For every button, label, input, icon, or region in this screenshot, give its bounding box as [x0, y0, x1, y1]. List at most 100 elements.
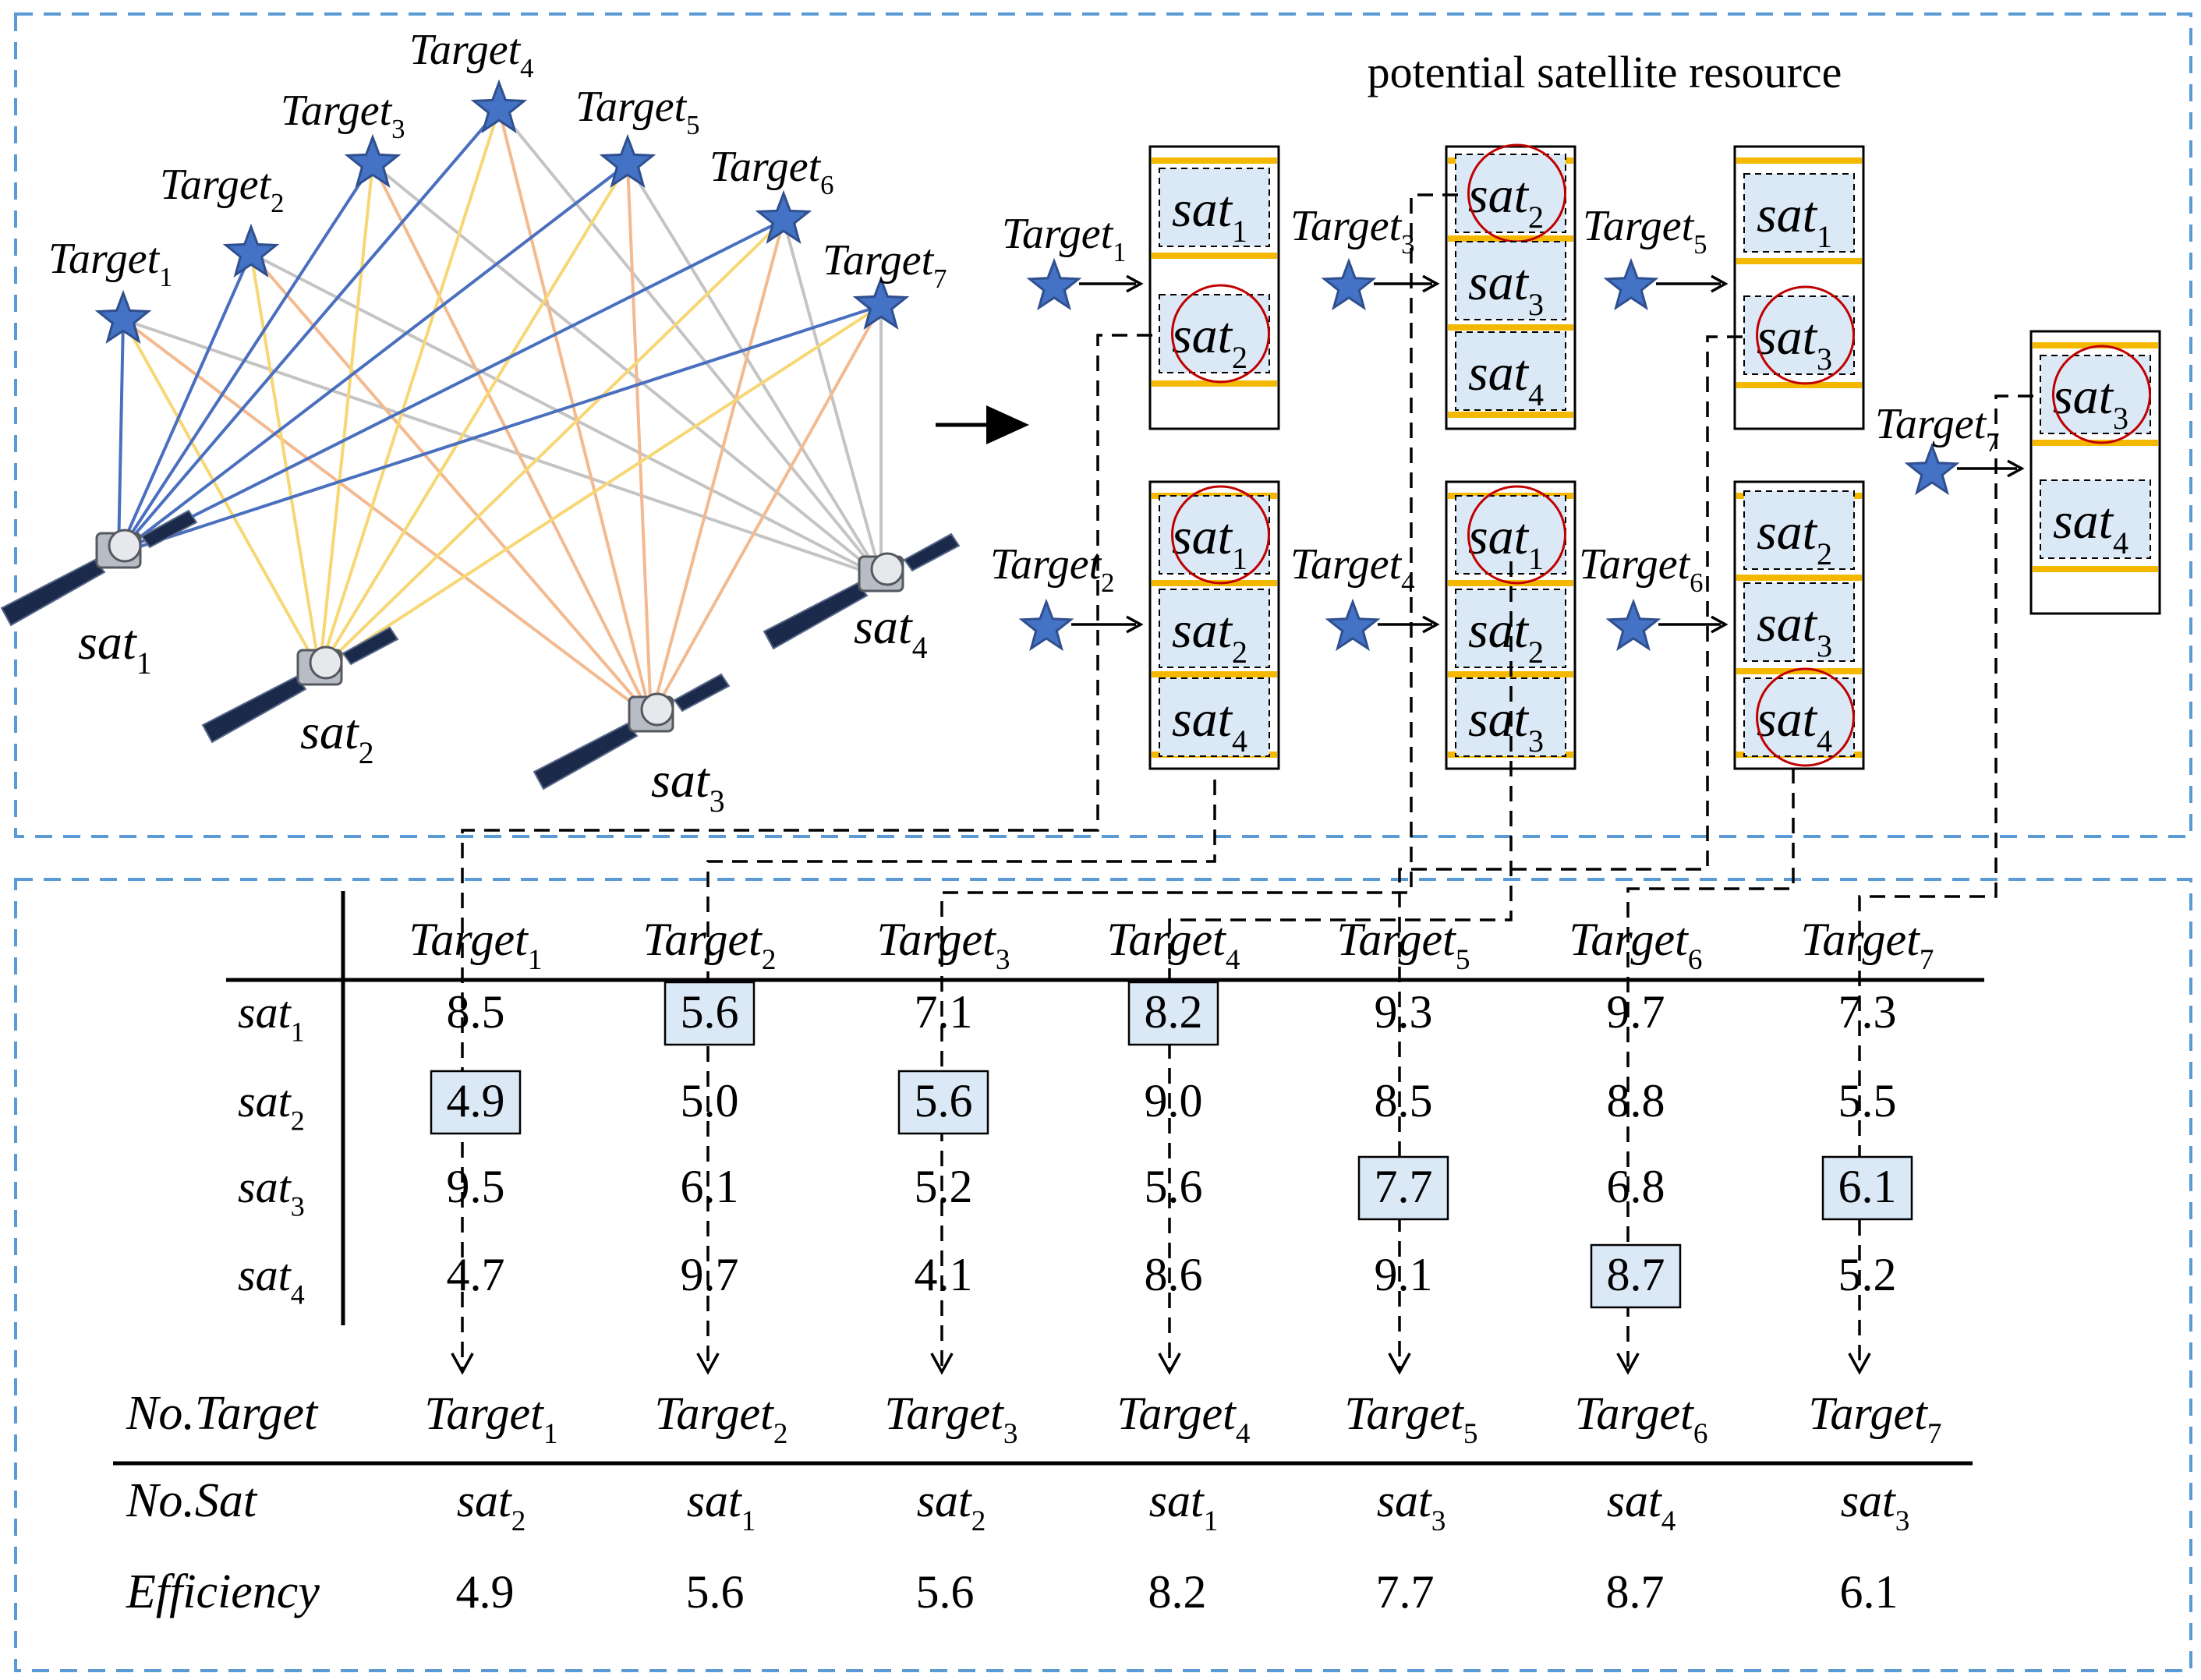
result-sat-4: sat1	[1149, 1475, 1219, 1537]
connector-1	[461, 334, 1152, 1372]
target-label-2-text: Target	[160, 161, 272, 209]
slot-label-text: sat	[1172, 181, 1233, 238]
gold-band	[1448, 235, 1573, 242]
result-sat-7-text: sat	[1841, 1475, 1896, 1526]
result-label-efficiency: Efficiency	[126, 1565, 320, 1618]
selected-circle	[1171, 485, 1270, 585]
matrix-column-header-5: Target5	[1337, 914, 1470, 976]
sat-label-4-text: sat	[854, 599, 914, 654]
matrix-column-header-5-subscript: 5	[1456, 944, 1470, 976]
target-star-4	[470, 79, 528, 133]
slot-label-sat-2: sat2	[1172, 602, 1247, 670]
matrix-column-header-7: Target7	[1801, 914, 1934, 976]
matrix-column-header-3-text: Target	[877, 914, 997, 965]
resource-target-label-6-text: Target	[1579, 540, 1691, 589]
matrix-cell: 9.7	[681, 1249, 739, 1300]
matrix-column-header-2: Target2	[643, 914, 777, 976]
sat-slot	[1455, 154, 1566, 233]
slot-label-text: sat	[1468, 254, 1530, 311]
bottom-panel-border	[14, 878, 2192, 1672]
link-target2-sat2	[249, 253, 321, 671]
result-efficiency-7: 6.1	[1840, 1566, 1898, 1618]
link-target4-sat4	[497, 108, 883, 578]
gold-band	[1736, 668, 1862, 674]
slot-label-text: sat	[2053, 368, 2114, 425]
target-label-3-subscript: 3	[391, 114, 405, 144]
matrix-cell: 7.1	[915, 986, 973, 1038]
selected-cell-box	[1127, 981, 1219, 1046]
connector-arrow-head-3	[930, 1353, 954, 1375]
slot-label-text: sat	[1757, 504, 1818, 561]
target-label-1-subscript: 1	[159, 262, 172, 292]
slot-label-subscript: 2	[1232, 635, 1247, 670]
link-target7-sat3	[649, 305, 883, 718]
selected-circle	[1467, 485, 1566, 585]
target-star-7	[852, 275, 910, 330]
matrix-cell: 7.3	[1838, 986, 1897, 1038]
matrix-cell-selected: 8.7	[1607, 1249, 1665, 1300]
matrix-column-header-1-text: Target	[409, 914, 529, 965]
resource-target-label-4: Target4	[1290, 540, 1415, 598]
matrix-row-header-1-subscript: 1	[291, 1016, 305, 1047]
matrix-cell: 5.6	[1145, 1161, 1203, 1212]
result-sat-4-subscript: 1	[1204, 1505, 1219, 1537]
potential-resource-groups: sat1sat2Target1sat1sat2sat4Target2sat2sa…	[990, 143, 2161, 770]
resource-target-label-3-subscript: 3	[1401, 229, 1414, 260]
result-target-2: Target2	[655, 1388, 788, 1450]
link-target7-sat1	[118, 304, 882, 555]
resource-arrow-head	[1711, 274, 1729, 293]
result-target-5-text: Target	[1345, 1388, 1465, 1439]
result-target-1: Target1	[425, 1388, 558, 1450]
transition-arrow	[936, 405, 1029, 444]
resource-target-label-7-text: Target	[1875, 400, 1987, 448]
target-label-5-text: Target	[575, 83, 688, 131]
matrix-cell-selected: 7.7	[1375, 1161, 1433, 1212]
sat-slot	[1159, 294, 1270, 373]
result-sat-3-subscript: 2	[971, 1505, 986, 1537]
result-sat-3: sat2	[917, 1475, 986, 1537]
matrix-row-header-4-text: sat	[238, 1250, 292, 1300]
target-star-5	[599, 133, 656, 188]
result-target-1-text: Target	[425, 1388, 545, 1439]
slot-label-subscript: 3	[1528, 287, 1544, 322]
target-star-group: Target1Target2Target3Target4Target5Targe…	[48, 26, 947, 344]
link-target2-sat4	[250, 252, 882, 578]
connector-arrow-head-6	[1616, 1353, 1640, 1375]
target-label-5-subscript: 5	[686, 110, 699, 140]
result-target-6-subscript: 6	[1693, 1418, 1708, 1450]
result-sat-6: sat4	[1607, 1475, 1676, 1537]
link-target5-sat4	[626, 162, 883, 578]
connector-arrow-head-5	[1388, 1353, 1411, 1375]
sat-slot	[2040, 479, 2151, 559]
link-target1-sat4	[122, 318, 882, 578]
matrix-cell: 9.0	[1145, 1075, 1203, 1126]
selection-connectors	[451, 193, 2033, 1375]
matrix-cell: 9.1	[1375, 1249, 1433, 1300]
result-target-5: Target5	[1345, 1388, 1478, 1450]
target-label-4-text: Target	[409, 26, 522, 74]
slot-label-subscript: 1	[1817, 219, 1832, 254]
result-target-4: Target4	[1117, 1388, 1251, 1450]
matrix-cell-selected: 5.6	[915, 1075, 973, 1126]
resource-target-label-6-subscript: 6	[1690, 568, 1703, 598]
selected-cell-box	[1821, 1155, 1913, 1221]
sat-label-3: sat3	[651, 752, 725, 819]
result-label-sat: No.Sat	[126, 1474, 258, 1527]
target-label-6-subscript: 6	[820, 170, 833, 200]
target-label-4-subscript: 4	[520, 53, 533, 83]
link-target6-sat1	[118, 218, 784, 555]
result-sat-7-subscript: 3	[1895, 1505, 1910, 1537]
matrix-row-header-4-subscript: 4	[291, 1279, 305, 1310]
matrix-cell: 8.5	[1375, 1075, 1433, 1126]
matrix-column-header-6-subscript: 6	[1688, 944, 1703, 976]
result-sat-6-text: sat	[1607, 1475, 1662, 1526]
sat-slot	[1743, 677, 1855, 757]
target-label-7-subscript: 7	[933, 263, 947, 294]
matrix-cell: 8.8	[1607, 1075, 1665, 1126]
slot-label-text: sat	[1468, 508, 1530, 565]
sat-label-2: sat2	[300, 704, 374, 770]
result-efficiency-3: 5.6	[916, 1566, 975, 1618]
slot-label-text: sat	[1172, 508, 1233, 565]
